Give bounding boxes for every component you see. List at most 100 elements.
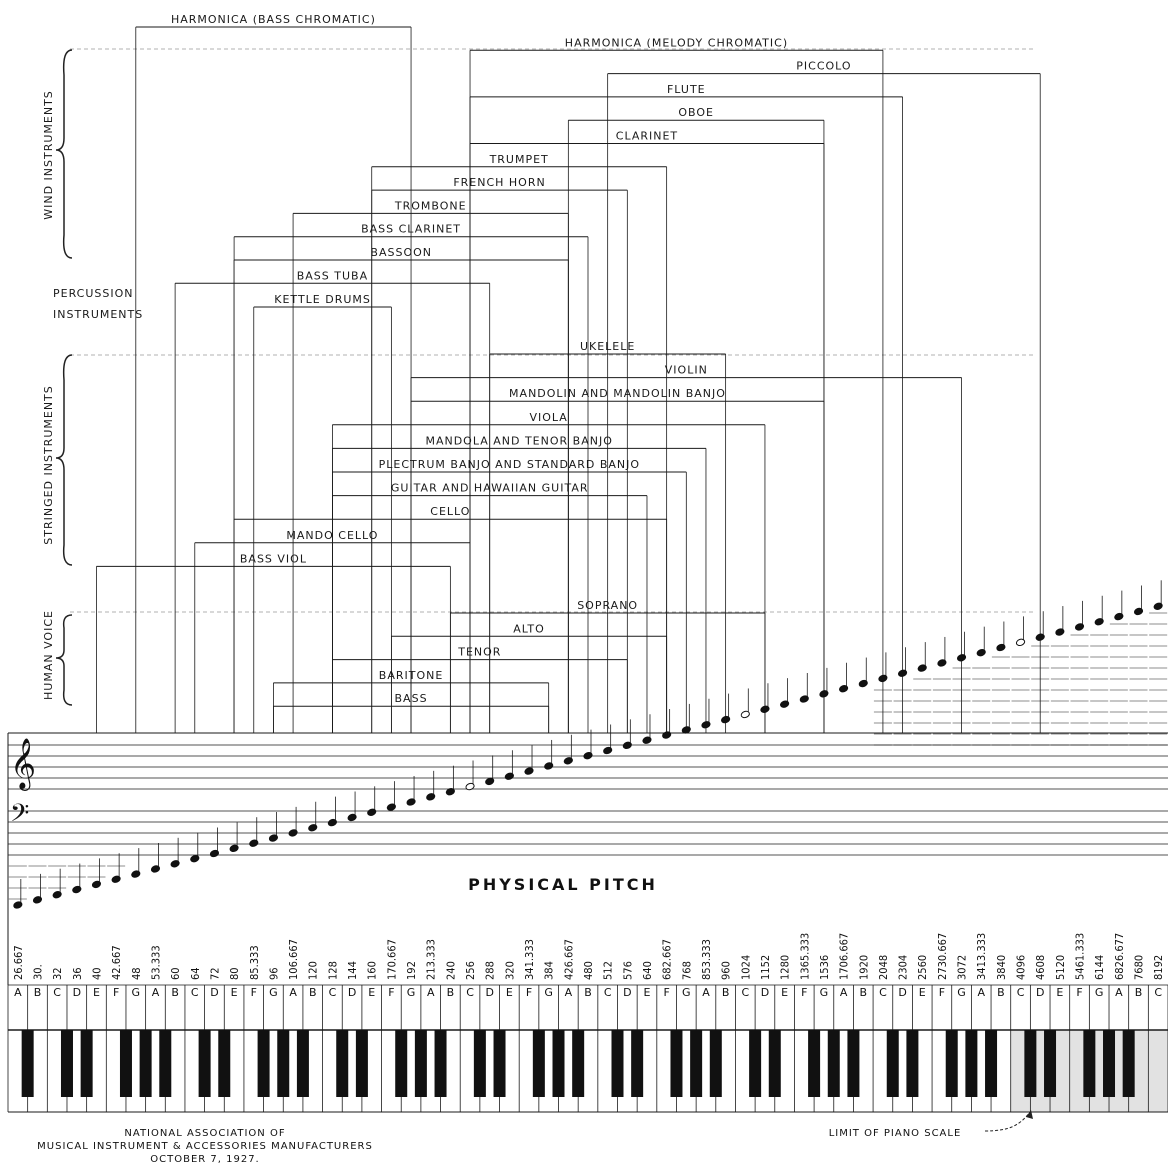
pitch-note	[32, 896, 43, 904]
pitch-note	[308, 824, 318, 832]
key-note-label: C	[329, 986, 337, 999]
key-frequency-label: 72	[208, 967, 221, 980]
pitch-note	[1153, 602, 1163, 610]
key-note-label: F	[801, 986, 807, 999]
instrument-label: BARITONE	[379, 669, 444, 682]
key-note-label: A	[14, 986, 22, 999]
footer-date: OCTOBER 7, 1927.	[150, 1154, 260, 1165]
key-frequency-label: 128	[326, 961, 339, 980]
instrument-label: MANDOLA AND TENOR BANJO	[425, 434, 612, 447]
instrument-label: GUITAR AND HAWAIIAN GUITAR	[391, 482, 589, 495]
instrument-label: TROMBONE	[394, 199, 467, 212]
pitch-note	[1114, 612, 1124, 621]
pitch-note	[445, 788, 455, 796]
piano-keyboard: A 26.667 B 30. C 32 D 36 E 40 F 42.667 G 48 A 53.333 B 60…	[7, 933, 1168, 1113]
key-note-label: C	[879, 986, 887, 999]
pitch-note	[1035, 633, 1045, 641]
key-note-label: G	[682, 986, 691, 999]
black-key	[414, 1030, 427, 1097]
pitch-note	[426, 793, 436, 801]
key-note-label: D	[348, 986, 356, 999]
key-frequency-label: 682.667	[661, 939, 674, 980]
pitch-note	[485, 777, 495, 786]
key-note-label: F	[113, 986, 119, 999]
key-frequency-label: 96	[267, 967, 280, 980]
pitch-note	[524, 767, 534, 775]
key-note-label: A	[1115, 986, 1123, 999]
key-note-label: A	[427, 986, 435, 999]
key-note-label: B	[722, 986, 730, 999]
key-frequency-label: 6144	[1093, 955, 1106, 980]
pitch-note	[839, 685, 849, 693]
black-key	[355, 1030, 368, 1097]
key-frequency-label: 60	[169, 967, 182, 980]
key-frequency-label: 144	[346, 961, 359, 980]
black-key	[395, 1030, 408, 1097]
key-frequency-label: 2560	[916, 955, 929, 980]
instrument-label: SOPRANO	[577, 599, 638, 612]
black-key	[965, 1030, 978, 1097]
pitch-note	[1015, 638, 1026, 647]
key-note-label: E	[1056, 986, 1063, 999]
key-frequency-label: 30.	[31, 964, 44, 980]
key-note-label: C	[466, 986, 474, 999]
key-note-label: D	[210, 986, 218, 999]
pitch-note	[976, 648, 986, 657]
key-note-label: E	[919, 986, 926, 999]
key-note-label: G	[957, 986, 966, 999]
key-note-label: C	[1017, 986, 1025, 999]
pitch-note	[229, 844, 239, 853]
key-frequency-label: 32	[51, 967, 64, 980]
key-note-label: G	[407, 986, 416, 999]
pitch-note	[780, 700, 790, 708]
instrument-label: ALTO	[513, 622, 545, 635]
black-key	[159, 1030, 172, 1097]
instrument-label: OBOE	[678, 106, 714, 119]
instrument-label: TENOR	[457, 646, 501, 659]
black-key	[1083, 1030, 1096, 1097]
pitch-note	[583, 751, 593, 760]
pitch-note	[52, 891, 62, 899]
key-note-label: D	[623, 986, 631, 999]
pitch-note	[897, 669, 908, 677]
key-frequency-label: 768	[680, 961, 693, 980]
pitch-note	[1133, 607, 1144, 616]
pitch-note	[465, 782, 475, 791]
key-frequency-label: 240	[444, 961, 457, 980]
black-key	[886, 1030, 899, 1097]
key-frequency-label: 480	[582, 961, 595, 980]
instrument-label: PICCOLO	[796, 60, 851, 73]
instrument-label: HARMONICA (MELODY CHROMATIC)	[565, 36, 788, 49]
key-frequency-label: 160	[366, 961, 379, 980]
black-key	[631, 1030, 644, 1097]
key-frequency-label: 853.333	[700, 939, 713, 980]
key-note-label: A	[702, 986, 710, 999]
key-note-label: F	[1076, 986, 1082, 999]
black-key	[80, 1030, 93, 1097]
instrument-label: BASSOON	[370, 246, 432, 259]
footer-org-line2: MUSICAL INSTRUMENT & ACCESSORIES MANUFAC…	[37, 1141, 373, 1152]
pitch-note	[170, 860, 180, 868]
key-frequency-label: 2730.667	[936, 933, 949, 980]
key-note-label: E	[781, 986, 788, 999]
instrument-label: FRENCH HORN	[453, 176, 545, 189]
black-key	[532, 1030, 545, 1097]
key-note-label: C	[741, 986, 749, 999]
key-frequency-label: 40	[90, 967, 103, 980]
key-frequency-label: 42.667	[110, 945, 123, 980]
black-key	[21, 1030, 34, 1097]
instrument-label: BASS	[395, 692, 428, 705]
key-note-label: D	[898, 986, 906, 999]
key-frequency-label: 256	[464, 961, 477, 980]
key-note-label: A	[565, 986, 573, 999]
black-key	[945, 1030, 958, 1097]
key-frequency-label: 960	[720, 961, 733, 980]
black-key	[198, 1030, 211, 1097]
instrument-label: VIOLIN	[665, 364, 708, 377]
pitch-note	[544, 762, 554, 770]
pitch-note	[386, 803, 396, 811]
key-note-label: F	[526, 986, 532, 999]
pitch-note	[603, 746, 613, 755]
key-frequency-label: 64	[189, 967, 202, 980]
